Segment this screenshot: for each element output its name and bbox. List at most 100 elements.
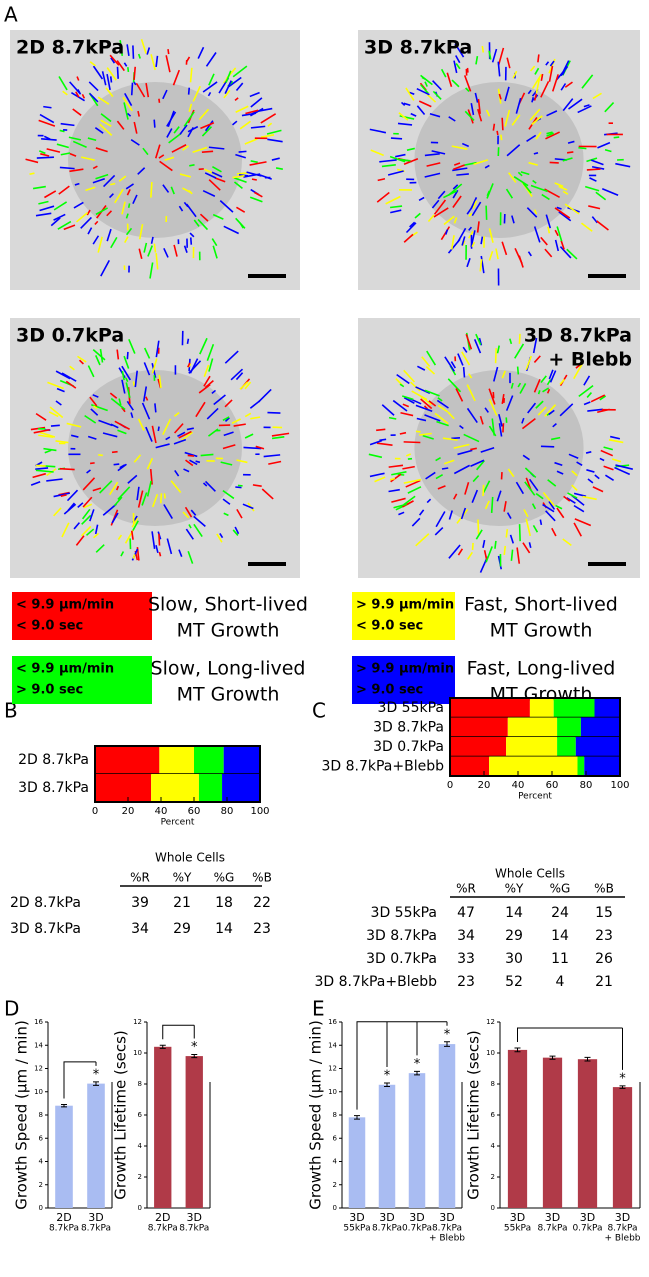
mt-track [390,137,403,140]
category-label: 55kPa [504,1224,531,1234]
panel-label: D [4,997,19,1021]
mt-track [130,530,134,540]
mt-track [546,132,554,137]
mt-track [411,517,421,527]
category-label: 8.7kPa [148,1224,178,1234]
mt-track [509,534,515,544]
mt-track [39,150,46,155]
mt-track [114,420,130,430]
mt-track [73,201,84,209]
mt-track [501,117,504,131]
mt-track [464,161,477,166]
mt-track [100,119,112,127]
mt-track [61,522,70,538]
mt-track [268,460,282,465]
mt-track [527,89,532,95]
mt-track [466,407,478,423]
bar [348,1117,366,1208]
panel-label: A [4,3,18,27]
mt-track [93,532,100,539]
mt-track [204,120,214,132]
mt-track [533,93,538,101]
mt-track [232,65,248,78]
mt-track [235,105,249,113]
mt-track [369,472,385,478]
mt-track [614,466,631,476]
mt-track [216,533,223,543]
mt-track [473,339,482,354]
mt-track [53,507,62,517]
mt-track [491,48,498,63]
mt-track [236,206,246,213]
mt-track [409,221,416,228]
category-label: 3D 8.7kPa [373,719,444,735]
mt-track [464,110,475,122]
mt-track [124,236,129,244]
mt-track [497,61,501,77]
mt-track [243,173,261,178]
mt-track [121,365,132,381]
mt-track [130,138,140,146]
mt-track [515,481,525,495]
mt-track [186,203,197,218]
mt-track [249,196,263,203]
table-cell: 47 [457,905,475,921]
mt-track [263,454,281,458]
legend-swatch [12,592,152,640]
category-label: 8.7kPa [49,1224,79,1234]
mt-track [568,453,579,459]
mt-track [419,432,432,436]
significance-marker: * [384,1069,391,1084]
mt-track [72,108,82,116]
mt-track [453,493,458,500]
mt-track [135,82,146,98]
mt-track [418,509,425,516]
mt-track [163,504,173,519]
legend-range: < 9.0 sec [16,619,83,634]
mt-track [92,177,105,184]
mt-track [395,153,406,158]
mt-track [416,87,430,96]
mt-track [533,152,539,155]
bar-segment [577,756,585,776]
mt-track [532,524,539,533]
x-tick-label: 100 [250,806,269,817]
mt-track [173,126,180,134]
mt-track [260,113,277,124]
mt-track [369,128,387,134]
mt-track [585,451,592,454]
mt-track [177,431,186,438]
mt-track [92,349,106,361]
table-cell: 23 [457,974,475,990]
mt-track [549,370,557,383]
mt-track [182,187,192,194]
mt-track [475,55,479,65]
mt-track [158,154,165,159]
mt-track [182,145,189,151]
mt-track [151,531,156,549]
significance-bracket [356,1021,448,1110]
mt-track [224,350,239,364]
mt-track [435,457,441,462]
mt-track [464,482,470,495]
mt-track [523,509,529,518]
image-label: 3D 8.7kPa [364,37,472,59]
mt-track [58,76,68,91]
scale-bar [588,274,626,278]
mt-track [183,111,195,127]
mt-track [529,65,536,72]
mt-track [126,400,134,411]
mt-track [39,431,56,438]
image-label: 3D 0.7kPa [16,325,124,347]
mt-track [505,529,509,538]
category-label: 8.7kPa [179,1224,209,1234]
mt-track [60,494,67,498]
mt-track [576,461,583,467]
mt-track [427,214,435,223]
mt-track [206,343,215,361]
mt-track [88,81,99,92]
mt-track [223,89,231,99]
mt-track [453,217,458,224]
mt-track [442,437,458,441]
mt-track [498,423,503,437]
